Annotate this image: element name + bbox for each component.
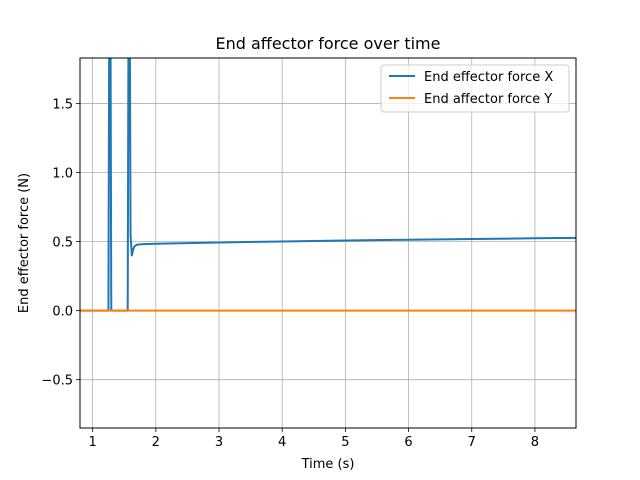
x-tick-label: 2 [152, 435, 160, 450]
x-tick-label: 6 [404, 435, 412, 450]
series-line-force-x [80, 58, 576, 312]
x-axis-title: Time (s) [301, 457, 355, 472]
x-tick-label: 4 [278, 435, 286, 450]
x-axis-ticks: 1 2 3 4 5 6 7 8 [88, 428, 539, 450]
y-axis-ticks: −0.5 0.0 0.5 1.0 1.5 [41, 98, 80, 389]
x-tick-label: 3 [215, 435, 223, 450]
legend-label-x: End effector force X [424, 70, 553, 85]
y-tick-label: 0.5 [52, 236, 73, 251]
x-tick-label: 1 [88, 435, 96, 450]
x-tick-label: 7 [468, 435, 476, 450]
series-group [80, 58, 576, 312]
y-tick-label: 0.0 [52, 305, 73, 320]
x-tick-label: 8 [531, 435, 539, 450]
x-tick-label: 5 [341, 435, 349, 450]
y-tick-label: 1.0 [52, 167, 73, 182]
legend: End effector force X End affector force … [380, 64, 570, 113]
legend-box [380, 64, 570, 113]
chart-title: End affector force over time [216, 34, 441, 53]
y-tick-label: −0.5 [41, 374, 73, 389]
legend-label-y: End affector force Y [424, 92, 552, 107]
plot-frame [79, 57, 577, 429]
y-axis-title: End effector force (N) [17, 173, 32, 313]
y-tick-label: 1.5 [52, 98, 73, 113]
